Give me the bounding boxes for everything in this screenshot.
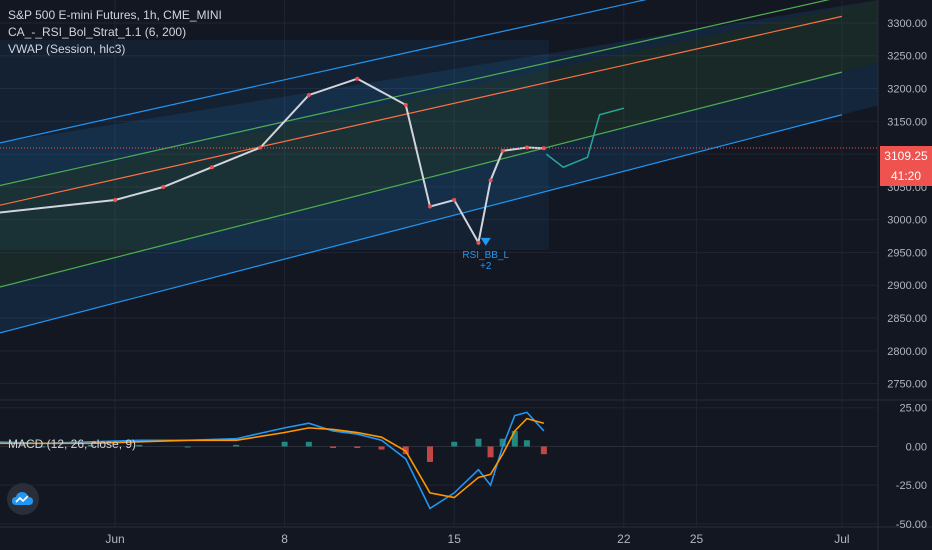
macd-signal-line[interactable] — [0, 417, 545, 499]
macd-hist-bar-5[interactable] — [233, 444, 240, 447]
macd-hist-bar-12[interactable] — [426, 446, 433, 462]
macd-hist-bar-1[interactable] — [39, 446, 46, 448]
macd-title[interactable]: MACD (12, 26, close, 9) — [8, 437, 137, 451]
macd-hist-bar-14[interactable] — [475, 438, 482, 447]
price-point-10[interactable] — [476, 240, 481, 245]
macd-hist-bar-15[interactable] — [487, 446, 494, 458]
price-point-12[interactable] — [500, 148, 505, 153]
channel-line-0[interactable] — [0, 0, 733, 144]
indicator-vwap-label[interactable]: VWAP (Session, hlc3) — [8, 42, 126, 56]
macd-hist-bar-16[interactable] — [499, 438, 506, 447]
price-point-9[interactable] — [452, 198, 457, 202]
range-highlight — [0, 40, 549, 250]
time-tick-label-2: 15 — [448, 532, 462, 546]
macd-tick-label-0: -50.00 — [896, 519, 927, 531]
macd-hist-bar-18[interactable] — [523, 440, 530, 447]
channel-fill-1 — [0, 0, 878, 206]
price-tick-label-9: 3200.00 — [887, 84, 927, 96]
price-point-8[interactable] — [427, 204, 432, 209]
time-tick-label-1: 8 — [281, 532, 288, 546]
macd-hist-bar-10[interactable] — [378, 446, 385, 450]
channel-fill-0 — [0, 0, 878, 186]
last-price-badge: 3109.25 — [880, 146, 932, 166]
macd-hist-bar-19[interactable] — [540, 446, 547, 455]
signal-arrow-icon[interactable] — [480, 237, 491, 246]
price-tick-label-8: 3150.00 — [887, 116, 927, 128]
cloud-icon — [12, 492, 33, 505]
macd-hist-bar-17[interactable] — [511, 430, 518, 447]
price-tick-label-4: 2950.00 — [887, 247, 927, 259]
price-tick-label-0: 2750.00 — [887, 379, 927, 391]
time-tick-label-4: 25 — [690, 532, 704, 546]
macd-hist-bar-13[interactable] — [451, 441, 458, 447]
signal-sublabel: +2 — [480, 261, 492, 272]
price-point-4[interactable] — [258, 145, 263, 150]
channel-line-1[interactable] — [0, 0, 842, 187]
projection-line[interactable] — [545, 107, 625, 169]
price-tick-label-10: 3250.00 — [887, 51, 927, 63]
channel-line-2[interactable] — [0, 15, 843, 206]
tradingview-logo[interactable] — [7, 483, 39, 515]
price-tick-label-1: 2800.00 — [887, 346, 927, 358]
price-point-7[interactable] — [403, 102, 408, 107]
macd-tick-label-1: -25.00 — [896, 480, 927, 492]
price-point-5[interactable] — [306, 93, 311, 98]
macd-hist-bar-6[interactable] — [281, 441, 288, 447]
price-tick-label-5: 3000.00 — [887, 215, 927, 227]
price-tick-label-11: 3300.00 — [887, 18, 927, 30]
macd-hist-bar-8[interactable] — [330, 446, 337, 449]
macd-hist-bar-7[interactable] — [305, 441, 312, 447]
time-tick-label-5: Jul — [834, 532, 849, 546]
macd-hist-bar-4[interactable] — [184, 446, 191, 448]
price-point-13[interactable] — [524, 145, 529, 150]
macd-tick-label-3: 25.00 — [899, 403, 927, 415]
macd-hist-bar-9[interactable] — [354, 446, 361, 449]
macd-hist-bar-2[interactable] — [87, 444, 94, 447]
chart-title: S&P 500 E-mini Futures, 1h, CME_MINI — [8, 8, 222, 22]
channel-line-4[interactable] — [0, 114, 843, 335]
channel-line-3[interactable] — [0, 71, 843, 288]
price-tick-label-3: 2900.00 — [887, 280, 927, 292]
macd-tick-label-2: 0.00 — [906, 441, 927, 453]
macd-line[interactable] — [0, 411, 545, 510]
price-point-1[interactable] — [113, 198, 117, 202]
price-point-11[interactable] — [488, 178, 493, 183]
countdown-badge: 41:20 — [880, 166, 932, 186]
time-tick-label-3: 22 — [617, 532, 631, 546]
price-point-6[interactable] — [355, 76, 360, 81]
indicator-rsi-bol-label[interactable]: CA_-_RSI_Bol_Strat_1.1 (6, 200) — [8, 25, 187, 39]
channel-fill-3 — [0, 62, 878, 333]
price-point-3[interactable] — [209, 165, 214, 170]
price-tick-label-2: 2850.00 — [887, 313, 927, 325]
time-tick-label-0: Jun — [105, 532, 124, 546]
price-point-2[interactable] — [161, 184, 166, 189]
signal-label[interactable]: RSI_BB_L — [462, 250, 509, 261]
macd-hist-bar-3[interactable] — [136, 444, 143, 447]
